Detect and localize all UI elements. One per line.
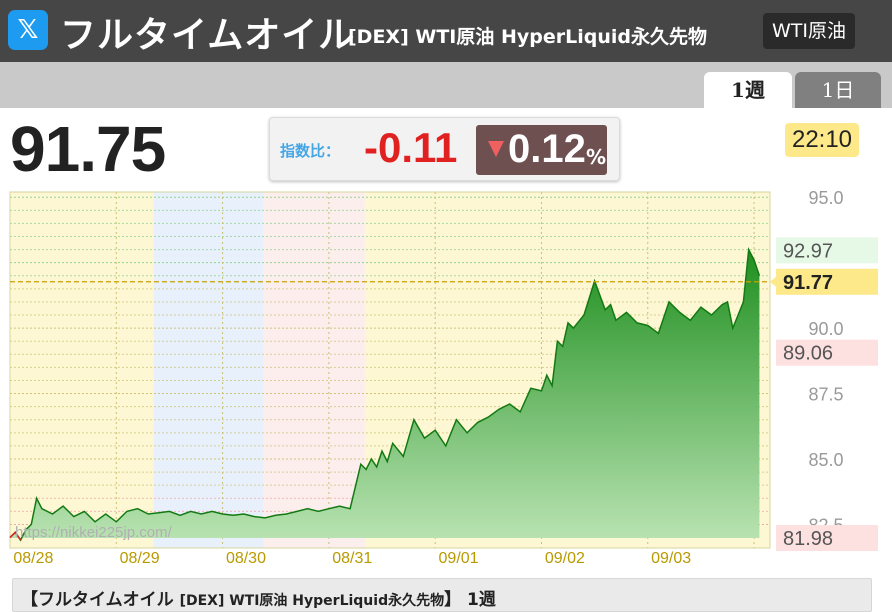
x-logo-icon[interactable]: 𝕏 (8, 10, 48, 50)
session-band (153, 192, 263, 548)
x-tick-label: 08/29 (120, 550, 160, 567)
change-value: -0.11 (364, 124, 458, 171)
change-percent-unit: % (586, 145, 607, 169)
y-tick-label: 85.0 (808, 450, 843, 470)
down-arrow-icon (488, 141, 504, 157)
price-area (10, 249, 760, 541)
top-header: 𝕏 フルタイムオイル [DEX] WTI原油 HyperLiquid永久先物 W… (0, 0, 892, 62)
page-subtitle: [DEX] WTI原油 HyperLiquid永久先物 (348, 26, 707, 48)
session-band (10, 192, 154, 548)
upper-label: 89.06 (783, 343, 833, 365)
x-tick-label: 09/01 (439, 550, 479, 567)
change-panel: 指数比： -0.11 0.12 % (269, 117, 620, 181)
price-line (9, 247, 761, 542)
x-tick-label: 08/28 (13, 550, 53, 567)
y-tick-label: 90.0 (808, 319, 843, 339)
y-tick-label: 87.5 (808, 385, 843, 405)
update-time: 22:10 (785, 123, 859, 157)
current-price: 91.75 (10, 113, 166, 185)
low-label: 81.98 (783, 528, 833, 550)
category-badge[interactable]: WTI原油 (763, 13, 855, 49)
caption-instrument: [DEX] WTI原油 HyperLiquid永久先物 (179, 593, 445, 609)
x-tick-label: 09/03 (651, 550, 691, 567)
price-line-start (9, 531, 22, 541)
chart-caption-bar: 【フルタイムオイル [DEX] WTI原油 HyperLiquid永久先物】 1… (12, 578, 872, 612)
tab-1week[interactable]: 1週 (704, 72, 792, 108)
low-label-box (776, 525, 878, 552)
change-percent-badge: 0.12 % (476, 125, 607, 175)
chart-watermark: https://nikkei225jp.com/ (15, 524, 173, 541)
index-ratio-label: 指数比： (280, 142, 341, 160)
caption-suffix: 】 1週 (444, 590, 496, 610)
x-tick-label: 08/31 (332, 550, 372, 567)
session-band (262, 192, 366, 548)
tab-1day[interactable]: 1日 (795, 72, 881, 108)
current-label: 91.77 (783, 272, 833, 294)
upper-label-box (776, 339, 878, 366)
current-label-pointer (770, 276, 776, 287)
y-tick-label: 95.0 (808, 188, 843, 208)
period-tabs: 1週 1日 (0, 62, 892, 108)
high-label-box (776, 237, 878, 264)
chart-caption: 【フルタイムオイル [DEX] WTI原油 HyperLiquid永久先物】 1… (21, 585, 496, 610)
plot-frame (9, 191, 771, 549)
x-tick-label: 08/30 (226, 550, 266, 567)
x-tick-label: 09/02 (545, 550, 585, 567)
current-label-box (776, 268, 878, 295)
page-title: フルタイムオイル (60, 15, 356, 56)
change-percent-value: 0.12 (508, 127, 586, 171)
caption-prefix: 【フルタイムオイル (21, 590, 180, 610)
high-label: 92.97 (783, 240, 833, 262)
price-chart[interactable]: 95.090.087.585.082.592.9791.7789.0681.98… (0, 185, 892, 575)
